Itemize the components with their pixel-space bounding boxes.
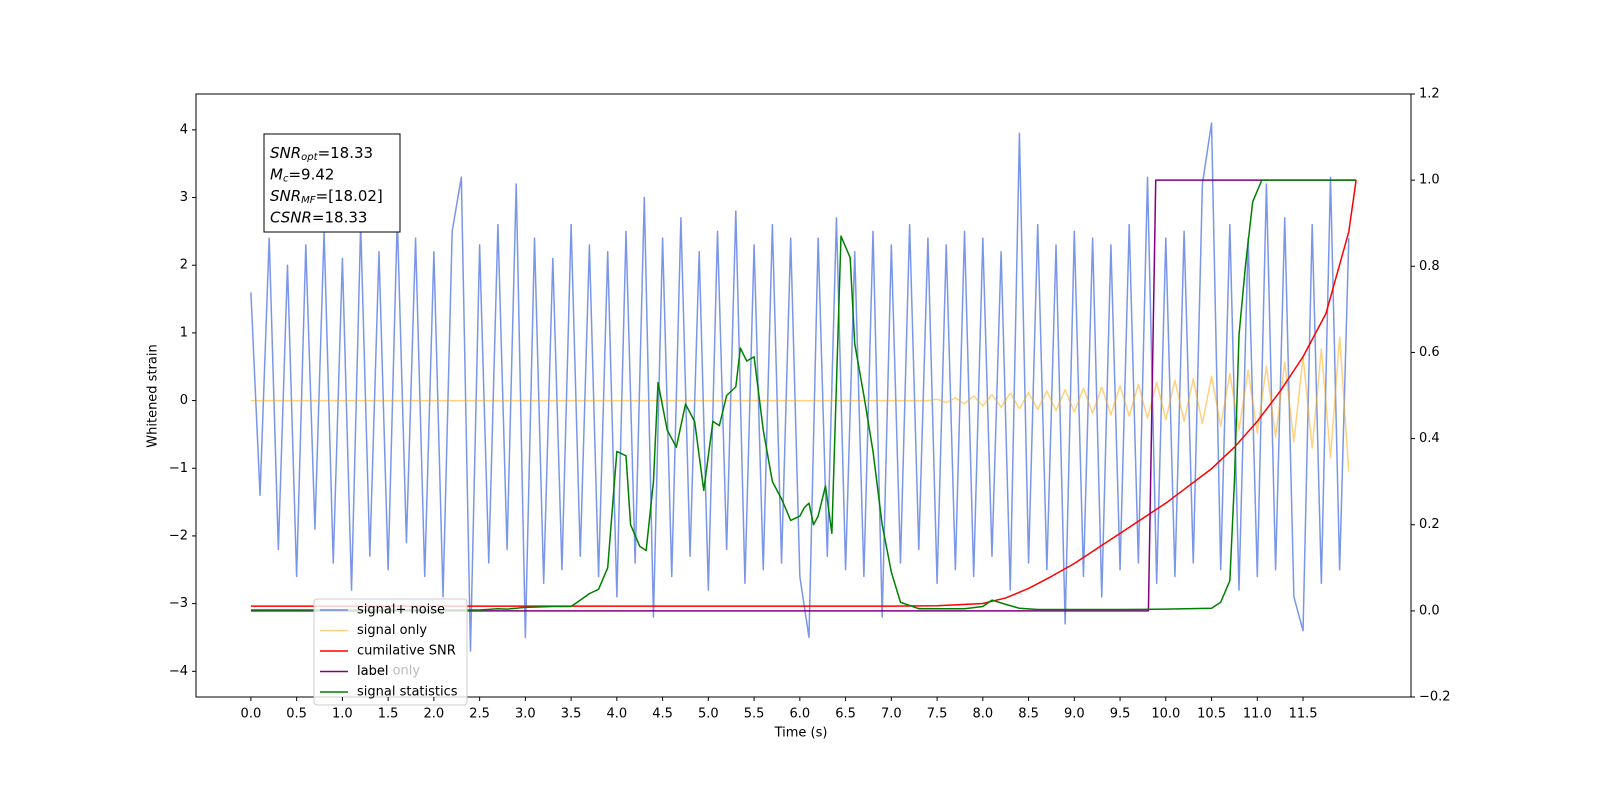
y2-tick-label: 1.2 [1419, 87, 1440, 102]
x-tick-label: 3.0 [515, 707, 536, 722]
y-tick-label: −2 [169, 528, 188, 543]
y2-tick-label: 1.0 [1419, 173, 1440, 188]
x-tick-label: 11.5 [1289, 707, 1318, 722]
annotation-text: =18.33 [312, 208, 368, 226]
x-tick-label: 8.0 [972, 707, 993, 722]
legend-label: cumilative SNR [357, 644, 456, 659]
annotation-line: SNRMF=[18.02] [270, 187, 383, 207]
x-tick-label: 2.5 [469, 707, 490, 722]
y-tick-label: −1 [169, 461, 188, 476]
legend-hidden-text: label only [357, 664, 420, 679]
x-tick-label: 9.5 [1110, 707, 1131, 722]
x-tick-label: 1.5 [378, 707, 399, 722]
legend-label: label [357, 664, 388, 679]
annotation-line: SNRopt=18.33 [270, 144, 373, 164]
legend-box [313, 598, 468, 706]
annotation-var: M [270, 165, 283, 183]
y2-tick-label: 0.4 [1419, 431, 1440, 446]
y2-tick-label: 0.2 [1419, 517, 1440, 532]
x-tick-label: 0.5 [286, 707, 307, 722]
annotation-line: CSNR=18.33 [270, 208, 367, 226]
series-line [250, 336, 1350, 472]
x-tick-label: 8.5 [1018, 707, 1039, 722]
x-tick-label: 9.0 [1064, 707, 1085, 722]
y2-tick-label: −0.2 [1419, 690, 1451, 705]
y-tick-label: −3 [169, 596, 188, 611]
x-tick-label: 10.0 [1151, 707, 1180, 722]
axes-frame [195, 93, 1412, 698]
x-tick-label: 4.5 [652, 707, 673, 722]
x-tick-label: 10.5 [1197, 707, 1226, 722]
series-line [250, 179, 1357, 611]
y-tick-label: 2 [180, 258, 188, 273]
plot-area [250, 122, 1357, 652]
x-tick-label: 5.0 [698, 707, 719, 722]
x-tick-label: 1.0 [332, 707, 353, 722]
y-tick-label: 4 [180, 122, 188, 137]
x-tick-label: 6.0 [789, 707, 810, 722]
legend-label: signal only [357, 623, 427, 638]
annotation: SNRopt=18.33Mc=9.42SNRMF=[18.02]CSNR=18.… [263, 133, 401, 233]
x-tick-label: 11.0 [1243, 707, 1272, 722]
annotation-sub: opt [301, 152, 318, 163]
annotation-box [263, 133, 401, 233]
y2-tick-label: 0.6 [1419, 345, 1440, 360]
x-tick-label: 7.0 [881, 707, 902, 722]
series-line [250, 179, 1357, 612]
y-tick-label: 1 [180, 325, 188, 340]
y-tick-label: 0 [180, 393, 188, 408]
y2-tick-label: 0.8 [1419, 259, 1440, 274]
legend-label: signal+ noise [357, 603, 445, 618]
x-tick-label: 2.0 [424, 707, 445, 722]
x-tick-label: 0.0 [241, 707, 262, 722]
x-axis-label: Time (s) [774, 726, 828, 741]
x-tick-label: 3.5 [561, 707, 582, 722]
annotation-line: Mc=9.42 [270, 165, 334, 185]
series-line [250, 180, 1357, 607]
x-tick-label: 5.5 [744, 707, 765, 722]
annotation-text: =18.33 [318, 144, 374, 162]
x-tick-label: 6.5 [835, 707, 856, 722]
y-tick-label: 3 [180, 190, 188, 205]
legend-label: signal statistics [357, 685, 458, 700]
annotation-text: =[18.02] [316, 187, 383, 205]
annotation-sub: c [283, 174, 289, 185]
legend: label only signal+ noise signal only cumil… [313, 598, 468, 706]
y-axis-label: Whitened strain [146, 344, 161, 447]
annotation-sub: MF [301, 195, 316, 206]
annotation-var: SNR [270, 187, 301, 205]
annotation-var: CSNR [270, 208, 312, 226]
x-tick-label: 4.0 [607, 707, 628, 722]
series-line [250, 122, 1350, 652]
x-tick-label: 7.5 [927, 707, 948, 722]
y2-tick-label: 0.0 [1419, 603, 1440, 618]
y-tick-label: −4 [169, 664, 188, 679]
annotation-text: =9.42 [288, 165, 334, 183]
annotation-var: SNR [270, 144, 301, 162]
